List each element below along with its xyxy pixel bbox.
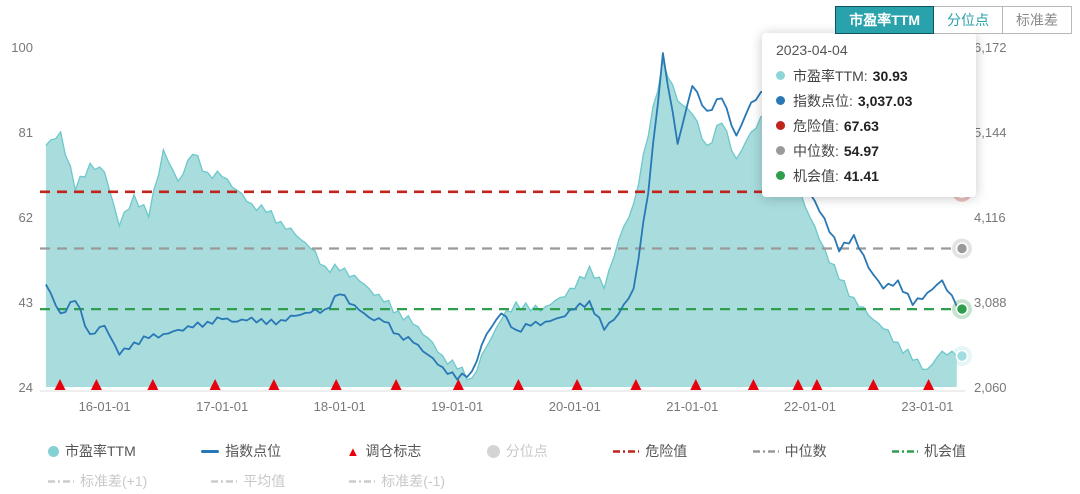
tooltip-row-index: 指数点位: 3,037.03 xyxy=(776,88,962,113)
tooltip-label: 机会值: xyxy=(793,167,839,184)
pe-dot-icon xyxy=(776,71,785,80)
svg-text:100: 100 xyxy=(11,40,33,55)
metric-tabs: 市盈率TTM 分位点 标准差 xyxy=(835,6,1072,34)
svg-text:23-01-01: 23-01-01 xyxy=(901,399,953,414)
rebalance-triangle-icon: ▲ xyxy=(346,443,360,459)
legend-row-2: 标准差(+1) 平均值 标准差(-1) xyxy=(48,471,966,491)
svg-text:20-01-01: 20-01-01 xyxy=(549,399,601,414)
median-dashdot-icon xyxy=(752,449,779,453)
legend-item-danger[interactable]: 危险值 xyxy=(613,441,687,461)
tooltip-row-median: 中位数: 54.97 xyxy=(776,138,962,163)
chart-legend: 市盈率TTM 指数点位 ▲ 调仓标志 分位点 危险值 中位数 xyxy=(48,441,966,491)
legend-label: 市盈率TTM xyxy=(65,443,136,459)
legend-label: 中位数 xyxy=(784,443,827,459)
tooltip-date: 2023-04-04 xyxy=(776,42,848,58)
legend-label: 指数点位 xyxy=(225,443,282,459)
valuation-chart[interactable]: 100 81 62 43 24 6,172 5,144 4,116 3,088 2,060 16-0… xyxy=(0,0,1080,432)
svg-text:5,144: 5,144 xyxy=(974,125,1007,140)
legend-item-opportunity[interactable]: 机会值 xyxy=(891,441,966,461)
median-dot-icon xyxy=(776,146,785,155)
svg-text:2,060: 2,060 xyxy=(974,380,1007,395)
legend-label: 分位点 xyxy=(505,443,548,459)
svg-text:18-01-01: 18-01-01 xyxy=(314,399,366,414)
svg-text:4,116: 4,116 xyxy=(974,210,1006,225)
tab-percentile[interactable]: 分位点 xyxy=(933,6,1003,34)
legend-item-std-plus1[interactable]: 标准差(+1) xyxy=(48,471,147,491)
svg-text:43: 43 xyxy=(19,295,33,310)
svg-text:22-01-01: 22-01-01 xyxy=(784,399,836,414)
svg-text:81: 81 xyxy=(19,125,33,140)
legend-label: 机会值 xyxy=(923,443,966,459)
tooltip-row-pe: 市盈率TTM: 30.93 xyxy=(776,63,962,88)
legend-label: 调仓标志 xyxy=(365,443,422,459)
mean-dashdot-icon xyxy=(211,479,238,483)
legend-item-std-minus1[interactable]: 标准差(-1) xyxy=(349,471,445,491)
legend-row-1: 市盈率TTM 指数点位 ▲ 调仓标志 分位点 危险值 中位数 xyxy=(48,441,966,461)
legend-item-percentile[interactable]: 分位点 xyxy=(486,441,548,461)
opportunity-dot-icon xyxy=(776,171,785,180)
legend-item-mean[interactable]: 平均值 xyxy=(211,471,285,491)
svg-text:6,172: 6,172 xyxy=(974,40,1007,55)
tooltip-label: 危险值: xyxy=(793,117,839,134)
tooltip-label: 市盈率TTM: xyxy=(793,67,868,84)
chart-tooltip: 2023-04-04 市盈率TTM: 30.93 指数点位: 3,037.03 … xyxy=(762,33,976,197)
tooltip-row-opportunity: 机会值: 41.41 xyxy=(776,163,962,188)
tooltip-label: 中位数: xyxy=(793,142,839,159)
percentile-circle-icon xyxy=(486,444,500,458)
legend-label: 标准差(-1) xyxy=(381,473,446,489)
svg-text:19-01-01: 19-01-01 xyxy=(431,399,483,414)
svg-text:3,088: 3,088 xyxy=(974,295,1007,310)
legend-item-median[interactable]: 中位数 xyxy=(752,441,827,461)
legend-label: 平均值 xyxy=(243,473,286,489)
index-line-icon xyxy=(201,449,220,453)
legend-item-pe-ttm[interactable]: 市盈率TTM xyxy=(48,441,136,461)
index-dot-icon xyxy=(776,96,785,105)
tooltip-value: 67.63 xyxy=(843,117,879,134)
svg-text:16-01-01: 16-01-01 xyxy=(79,399,131,414)
svg-text:17-01-01: 17-01-01 xyxy=(196,399,248,414)
legend-item-rebalance[interactable]: ▲ 调仓标志 xyxy=(347,441,422,461)
svg-text:21-01-01: 21-01-01 xyxy=(666,399,718,414)
opportunity-dashdot-icon xyxy=(891,449,918,453)
tab-pe-ttm[interactable]: 市盈率TTM xyxy=(835,6,934,34)
tooltip-value: 54.97 xyxy=(843,142,879,159)
tooltip-value: 41.41 xyxy=(843,167,879,184)
tooltip-value: 3,037.03 xyxy=(857,92,913,109)
tooltip-label: 指数点位: xyxy=(793,92,853,109)
tooltip-value: 30.93 xyxy=(872,67,908,84)
tab-std-dev[interactable]: 标准差 xyxy=(1002,6,1072,34)
std-plus1-dashdot-icon xyxy=(48,479,74,483)
std-minus1-dashdot-icon xyxy=(349,479,376,483)
pe-circle-icon xyxy=(48,445,59,457)
legend-label: 标准差(+1) xyxy=(80,473,148,489)
svg-text:24: 24 xyxy=(19,380,33,395)
svg-text:62: 62 xyxy=(19,210,33,225)
legend-item-index[interactable]: 指数点位 xyxy=(201,441,281,461)
danger-dot-icon xyxy=(776,121,785,130)
danger-dashdot-icon xyxy=(613,449,640,453)
legend-label: 危险值 xyxy=(645,443,688,459)
tooltip-row-danger: 危险值: 67.63 xyxy=(776,113,962,138)
